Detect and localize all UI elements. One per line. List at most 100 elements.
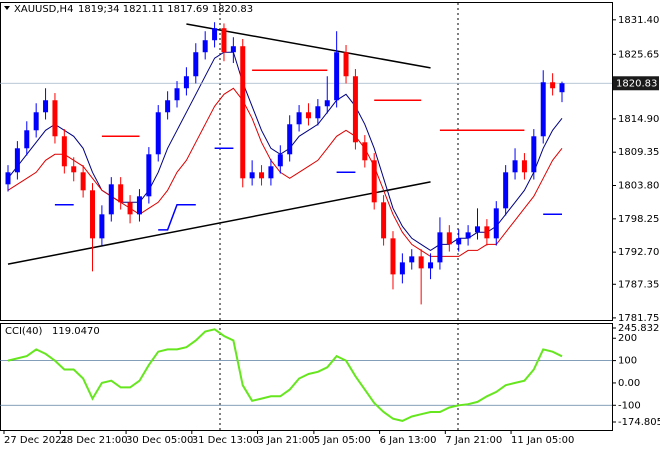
candle-body <box>259 172 265 179</box>
cci-value: 119.0470 <box>52 326 100 337</box>
candle-body <box>230 46 236 53</box>
candle-body <box>287 124 293 155</box>
candle-body <box>456 238 462 245</box>
candle-body <box>559 83 565 93</box>
x-tick-label: 5 Jan 05:00 <box>314 435 371 446</box>
cci-y-tick-label: 100 <box>618 356 637 367</box>
ohlc: 1819;34 1821.11 1817.69 1820.83 <box>78 4 253 15</box>
cci-y-tick-label: 200 <box>618 333 637 344</box>
cci-title: CCI(40) <box>5 326 43 337</box>
menu-icon <box>4 6 10 10</box>
main-panel <box>0 2 613 321</box>
candle-body <box>428 262 434 269</box>
candle-body <box>296 112 302 125</box>
candle-body <box>212 28 218 41</box>
moving-average <box>7 87 563 257</box>
candle-body <box>61 136 67 167</box>
candle-body <box>437 232 443 263</box>
candle-body <box>268 166 274 179</box>
candle-body <box>277 154 283 167</box>
y-tick-label: 1803.80 <box>618 181 659 192</box>
candle-body <box>352 76 358 143</box>
step-line <box>54 147 562 231</box>
candle-body <box>324 100 330 107</box>
symbol: XAUUSD,H4 <box>14 4 73 15</box>
candle-body <box>493 208 499 239</box>
candle-body <box>343 52 349 77</box>
candle-body <box>305 112 311 119</box>
candle-body <box>371 160 377 203</box>
candle-body <box>108 184 114 215</box>
candle-body <box>99 214 105 239</box>
candle-body <box>33 112 39 131</box>
candle-body <box>474 226 480 233</box>
candle-body <box>24 130 30 149</box>
candle-body <box>146 154 152 197</box>
candle-body <box>521 160 527 173</box>
candle-body <box>334 52 340 101</box>
x-tick-label: 27 Dec 2021 <box>4 435 68 446</box>
candle-body <box>14 148 20 173</box>
candle-body <box>390 238 396 275</box>
candle-body <box>71 166 77 173</box>
candle-body <box>315 106 321 119</box>
candle-body <box>540 82 546 137</box>
y-tick-label: 1814.90 <box>618 114 659 125</box>
candle-body <box>362 142 368 161</box>
cci-y-tick-label: 245.8329 <box>618 323 660 334</box>
y-tick-label: 1809.35 <box>618 147 659 158</box>
step-line <box>101 69 525 138</box>
x-tick-label: 28 Dec 21:00 <box>60 435 127 446</box>
y-tick-label: 1831.40 <box>618 15 659 26</box>
cci-panel <box>0 323 613 431</box>
y-tick-label: 1798.25 <box>618 214 659 225</box>
cci-y-tick-label: -100 <box>618 400 641 411</box>
candle-body <box>484 226 490 239</box>
candle-body <box>399 262 405 275</box>
candle-body <box>183 76 189 89</box>
candle-body <box>118 184 124 203</box>
candle-body <box>136 196 142 215</box>
cci-y-tick-label: 0.00 <box>618 378 640 389</box>
y-tick-label: 1825.65 <box>618 49 659 60</box>
x-tick-label: 31 Dec 13:00 <box>192 435 259 446</box>
candle-body <box>550 82 556 89</box>
candle-body <box>512 160 518 173</box>
x-tick-label: 3 Jan 21:00 <box>258 435 315 446</box>
y-tick-label: 1792.70 <box>618 247 659 258</box>
x-tick-label: 11 Jan 05:00 <box>511 435 574 446</box>
candle-body <box>155 112 161 155</box>
candle-body <box>193 52 199 77</box>
candle-body <box>80 172 86 191</box>
cci-y-tick-label: -174.8056 <box>618 417 660 428</box>
candle-body <box>174 88 180 101</box>
candle-body <box>202 40 208 53</box>
candle-body <box>381 202 387 239</box>
trendline <box>186 23 431 69</box>
candle-body <box>531 136 537 173</box>
candle-body <box>52 100 58 137</box>
candle-body <box>90 190 96 239</box>
candle-body <box>409 256 415 263</box>
y-tick-label: 1787.35 <box>618 279 659 290</box>
trendline <box>7 181 431 265</box>
candle-body <box>418 256 424 269</box>
candle-body <box>503 172 509 209</box>
candle-body <box>127 202 133 215</box>
candle-body <box>446 232 452 245</box>
price-tag: 1820.83 <box>616 78 657 89</box>
candle-body <box>43 100 49 113</box>
candle-body <box>249 172 255 179</box>
candle-body <box>465 232 471 239</box>
candle-body <box>165 100 171 113</box>
x-tick-label: 7 Jan 21:00 <box>445 435 502 446</box>
cci-line <box>7 328 563 422</box>
candle-body <box>240 46 246 179</box>
x-tick-label: 30 Dec 05:00 <box>126 435 193 446</box>
candle-body <box>221 28 227 53</box>
x-tick-label: 6 Jan 13:00 <box>380 435 437 446</box>
candle-body <box>5 172 11 185</box>
y-tick-label: 1781.75 <box>618 313 659 324</box>
